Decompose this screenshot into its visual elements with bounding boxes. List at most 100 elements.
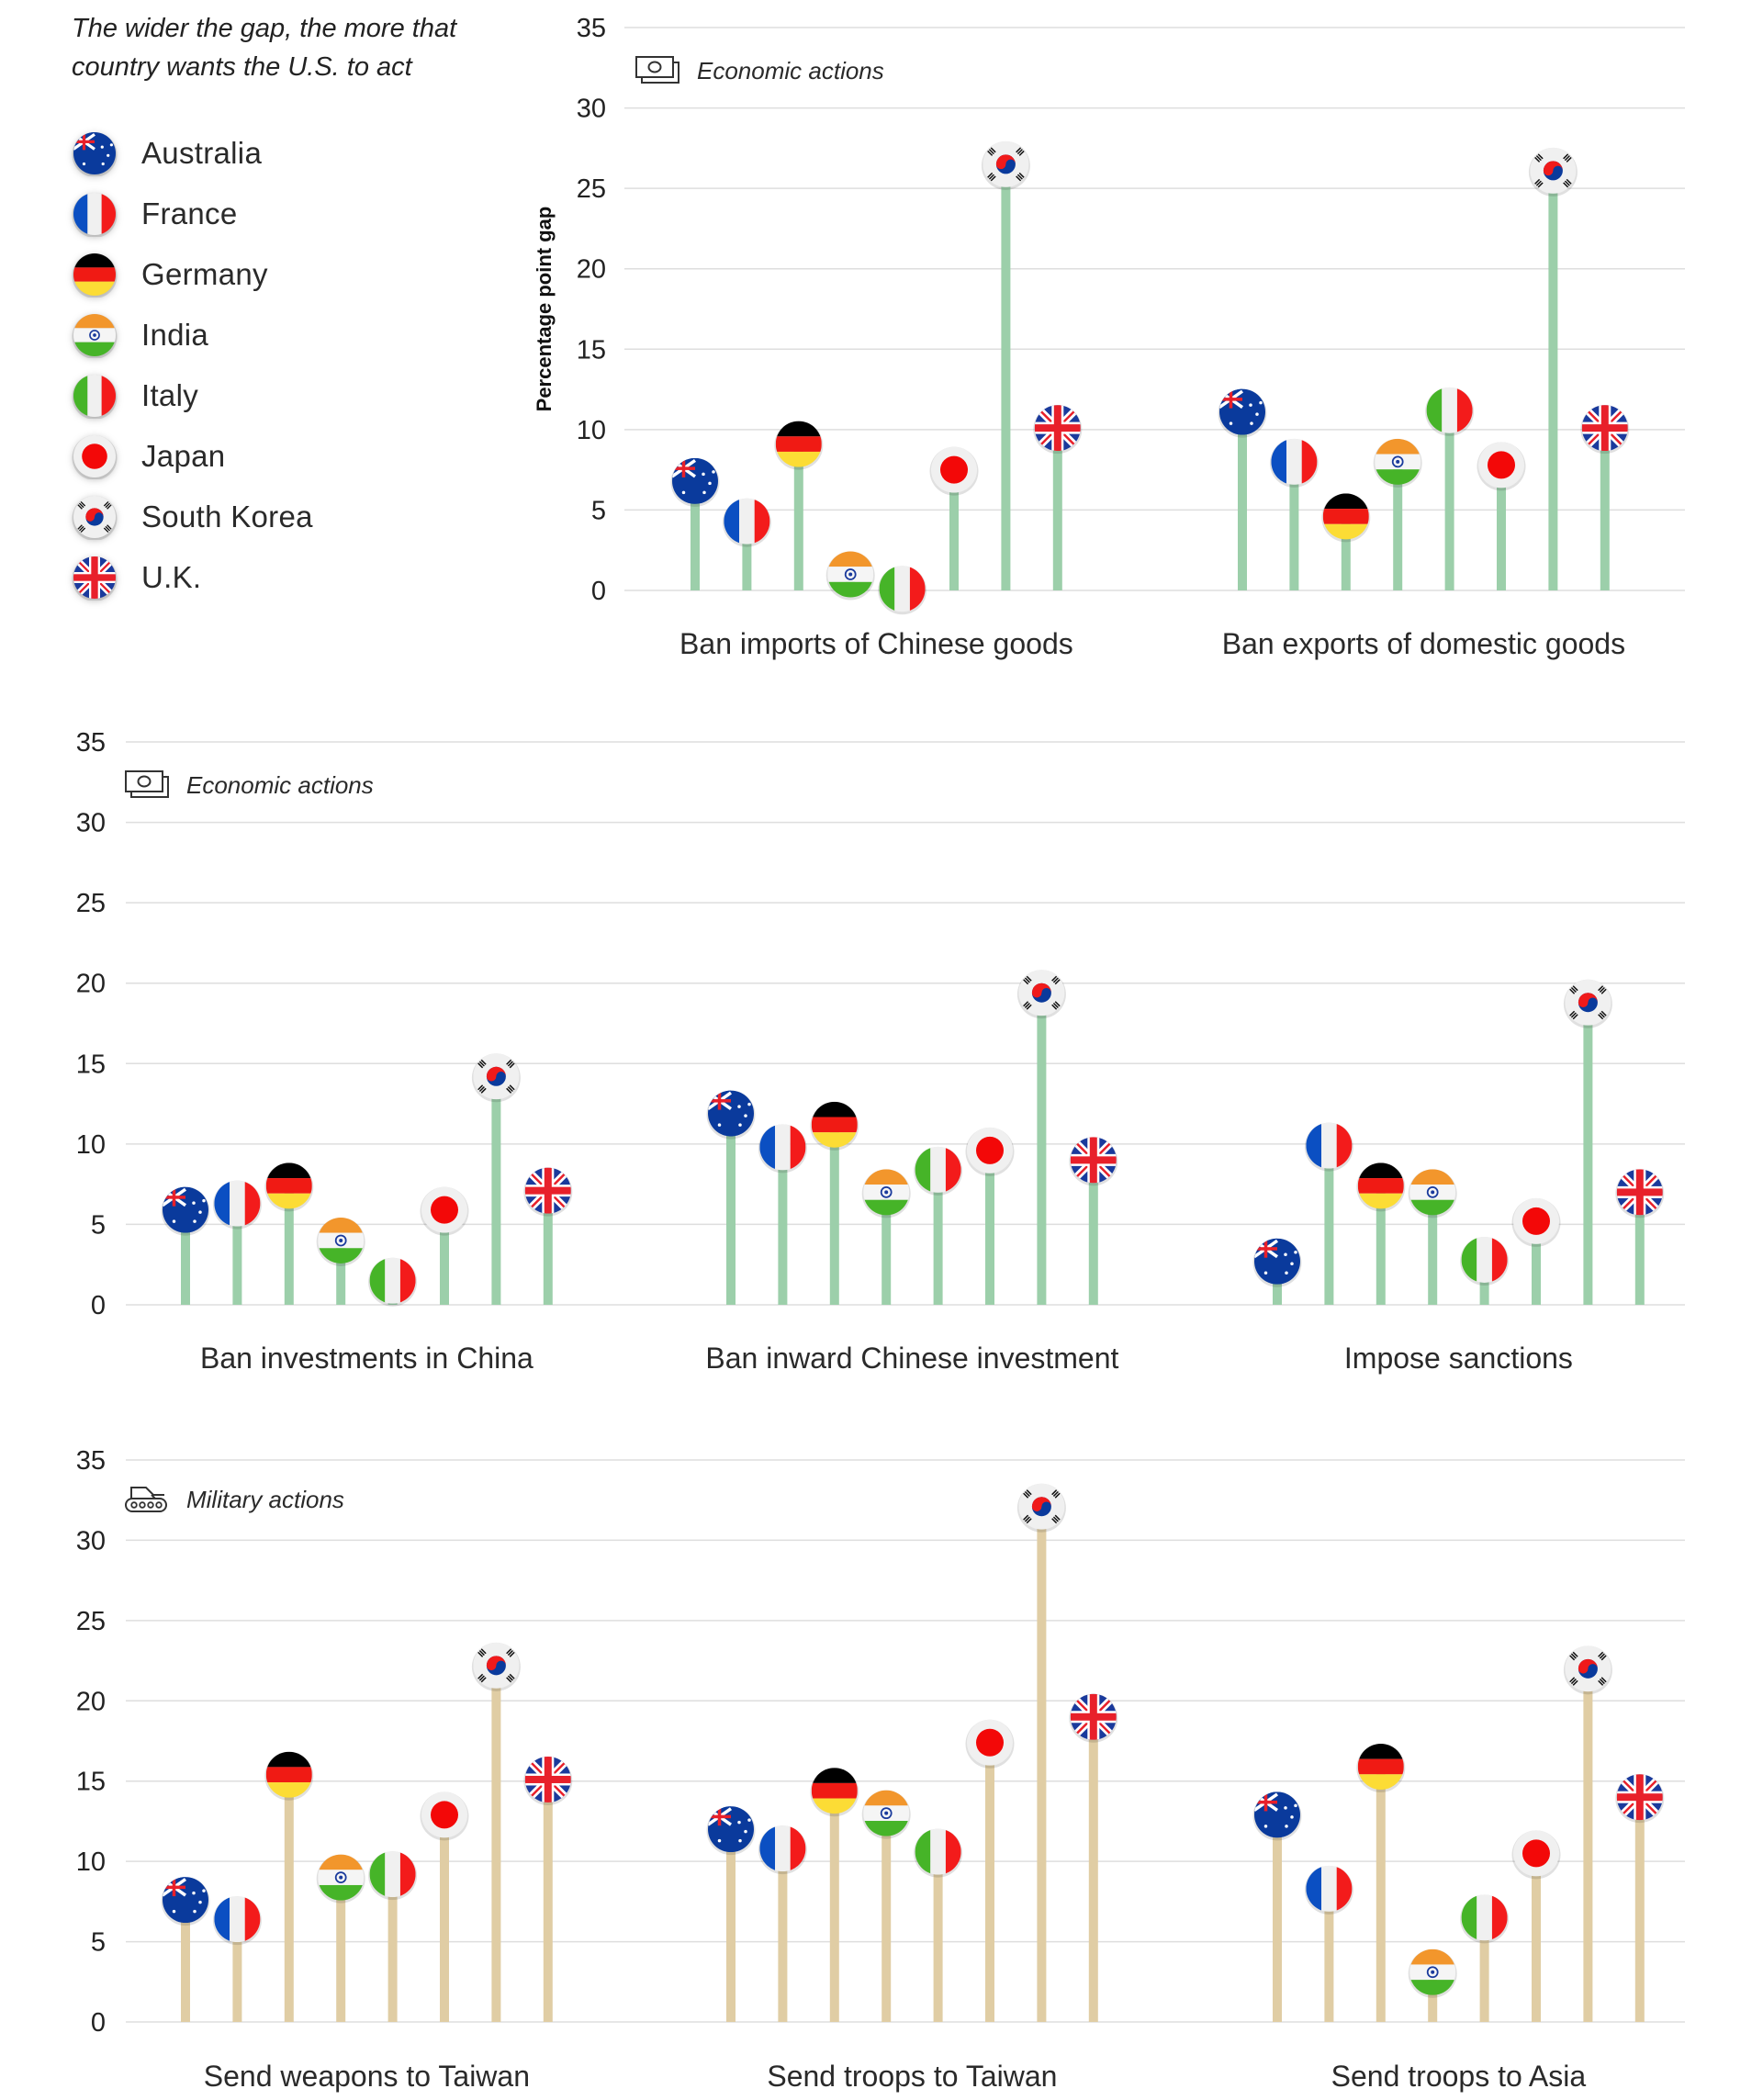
legend-item-japan: Japan (72, 426, 549, 487)
india-flag-marker[interactable] (861, 1169, 911, 1218)
germany-flag-marker[interactable] (264, 1162, 314, 1212)
italy-flag-marker[interactable] (914, 1146, 963, 1196)
india-flag-marker[interactable] (1408, 1169, 1457, 1218)
india-flag-marker[interactable] (1373, 438, 1422, 488)
y-tick-label: 15 (76, 1768, 106, 1797)
japan-flag-marker[interactable] (420, 1186, 469, 1236)
italy-flag-marker[interactable] (368, 1257, 418, 1307)
france-flag-marker[interactable] (212, 1896, 262, 1946)
australia-flag-marker[interactable] (1218, 388, 1267, 438)
germany-flag-marker[interactable] (774, 421, 824, 470)
uk-flag-marker[interactable] (1615, 1774, 1665, 1824)
france-flag-marker[interactable] (1304, 1865, 1353, 1915)
legend-label: France (141, 197, 238, 230)
australia-flag-marker[interactable] (161, 1877, 210, 1926)
y-tick-label: 30 (76, 809, 106, 838)
australia-flag-marker[interactable] (1252, 1791, 1302, 1841)
y-tick-label: 35 (577, 14, 606, 43)
group-send-weapons-to-taiwan: Send weapons to Taiwan (161, 1642, 573, 2093)
japan-flag-marker[interactable] (965, 1719, 1015, 1769)
uk-flag-marker[interactable] (1069, 1137, 1118, 1186)
japan-flag-icon (72, 435, 118, 479)
italy-flag-marker[interactable] (878, 566, 927, 615)
y-tick-label: 15 (76, 1050, 106, 1079)
italy-flag-marker[interactable] (368, 1851, 418, 1901)
australia-flag-marker[interactable] (706, 1806, 756, 1856)
category-label: Ban exports of domestic goods (1222, 627, 1625, 660)
france-flag-marker[interactable] (212, 1180, 262, 1230)
germany-flag-marker[interactable] (1356, 1743, 1406, 1792)
group-send-troops-to-taiwan: Send troops to Taiwan (706, 1483, 1118, 2093)
japan-flag-marker[interactable] (1511, 1197, 1561, 1247)
uk-flag-marker[interactable] (523, 1167, 573, 1217)
uk-flag-marker[interactable] (1580, 405, 1630, 455)
australia-flag-marker[interactable] (670, 457, 720, 507)
france-flag-marker[interactable] (758, 1124, 807, 1174)
india-flag-marker[interactable] (825, 551, 875, 601)
japan-flag-marker[interactable] (420, 1791, 469, 1841)
y-tick-label: 0 (91, 2008, 106, 2038)
y-tick-label: 10 (76, 1130, 106, 1160)
y-tick-label: 20 (76, 1687, 106, 1716)
japan-flag-marker[interactable] (1477, 442, 1526, 491)
germany-flag-icon (72, 253, 118, 298)
italy-flag-marker[interactable] (1460, 1236, 1510, 1286)
germany-flag-marker[interactable] (1356, 1162, 1406, 1212)
south-korea-flag-marker[interactable] (471, 1053, 521, 1103)
uk-flag-marker[interactable] (1033, 405, 1083, 455)
italy-flag-marker[interactable] (1460, 1894, 1510, 1944)
category-label: Ban inward Chinese investment (705, 1342, 1118, 1375)
y-tick-label: 5 (91, 1210, 106, 1240)
south-korea-flag-marker[interactable] (1016, 970, 1066, 1019)
section-title: Military actions (186, 1486, 344, 1513)
france-flag-marker[interactable] (1304, 1122, 1353, 1172)
south-korea-flag-marker[interactable] (1563, 979, 1612, 1028)
germany-flag-marker[interactable] (264, 1751, 314, 1801)
italy-flag-marker[interactable] (914, 1828, 963, 1878)
france-flag-marker[interactable] (1269, 438, 1319, 488)
y-tick-label: 30 (577, 95, 606, 124)
legend-label: Italy (141, 378, 199, 412)
uk-flag-marker[interactable] (1615, 1169, 1665, 1218)
south-korea-flag-marker[interactable] (471, 1642, 521, 1691)
south-korea-flag-marker[interactable] (1528, 147, 1578, 197)
y-tick-label: 10 (76, 1847, 106, 1877)
japan-flag-marker[interactable] (929, 446, 979, 496)
india-flag-marker[interactable] (316, 1854, 365, 1903)
category-label: Send weapons to Taiwan (204, 2060, 530, 2093)
australia-flag-marker[interactable] (161, 1186, 210, 1236)
legend-label: Germany (141, 257, 268, 291)
legend-item-france: France (72, 184, 549, 244)
uk-flag-marker[interactable] (523, 1756, 573, 1805)
japan-flag-marker[interactable] (965, 1127, 1015, 1176)
y-tick-label: 5 (91, 1928, 106, 1958)
france-flag-marker[interactable] (722, 498, 771, 547)
legend-note: The wider the gap, the more that country… (72, 14, 457, 82)
italy-flag-marker[interactable] (1425, 387, 1475, 436)
y-tick-label: 20 (577, 255, 606, 285)
australia-flag-icon (72, 132, 118, 176)
japan-flag-marker[interactable] (1511, 1830, 1561, 1880)
south-korea-flag-marker[interactable] (981, 140, 1030, 190)
y-tick-label: 20 (76, 970, 106, 999)
india-flag-marker[interactable] (861, 1790, 911, 1839)
india-flag-icon (72, 314, 118, 358)
india-flag-marker[interactable] (316, 1217, 365, 1266)
uk-flag-marker[interactable] (1069, 1693, 1118, 1743)
legend-item-india: India (72, 305, 549, 365)
france-flag-marker[interactable] (758, 1825, 807, 1875)
australia-flag-marker[interactable] (706, 1090, 756, 1140)
south-korea-flag-marker[interactable] (1016, 1483, 1066, 1533)
germany-flag-marker[interactable] (1321, 493, 1371, 543)
tank-icon (125, 1487, 167, 1512)
south-korea-flag-marker[interactable] (1563, 1645, 1612, 1695)
y-tick-label: 0 (591, 577, 606, 606)
legend-label: U.K. (141, 560, 202, 594)
germany-flag-marker[interactable] (810, 1101, 859, 1151)
germany-flag-marker[interactable] (810, 1768, 859, 1817)
group-ban-imports-of-chinese-goods: Ban imports of Chinese goods (670, 140, 1083, 660)
category-label: Ban investments in China (200, 1342, 533, 1375)
india-flag-marker[interactable] (1408, 1948, 1457, 1998)
australia-flag-marker[interactable] (1252, 1238, 1302, 1287)
legend-label: India (141, 318, 209, 352)
